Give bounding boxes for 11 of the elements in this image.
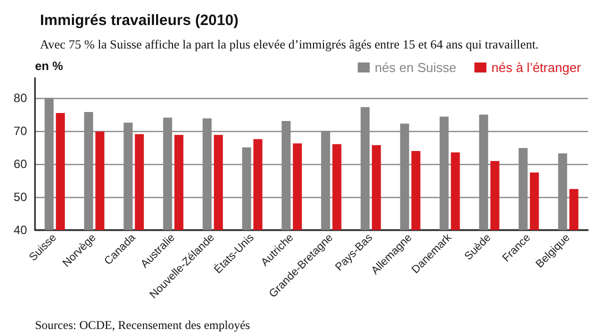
y-tick-label: 60 <box>14 156 28 171</box>
y-tick-label: 80 <box>14 90 28 105</box>
legend-label: nés en Suisse <box>374 60 456 75</box>
y-axis-title: en % <box>35 59 64 73</box>
chart-subtitle: Avec 75 % la Suisse affiche la part la plus elevée d’immigrés âgés entre 15 et 64 ans qui travaillent. <box>40 38 539 52</box>
y-tick-label: 40 <box>14 223 28 237</box>
legend-label: nés à l’étranger <box>491 60 582 75</box>
source-note: Sources: OCDE, Recensement des employés <box>35 318 250 332</box>
y-tick-label: 50 <box>14 190 28 204</box>
chart-title: Immigrés travailleurs (2010) <box>40 12 238 29</box>
y-tick-label: 70 <box>14 124 28 138</box>
